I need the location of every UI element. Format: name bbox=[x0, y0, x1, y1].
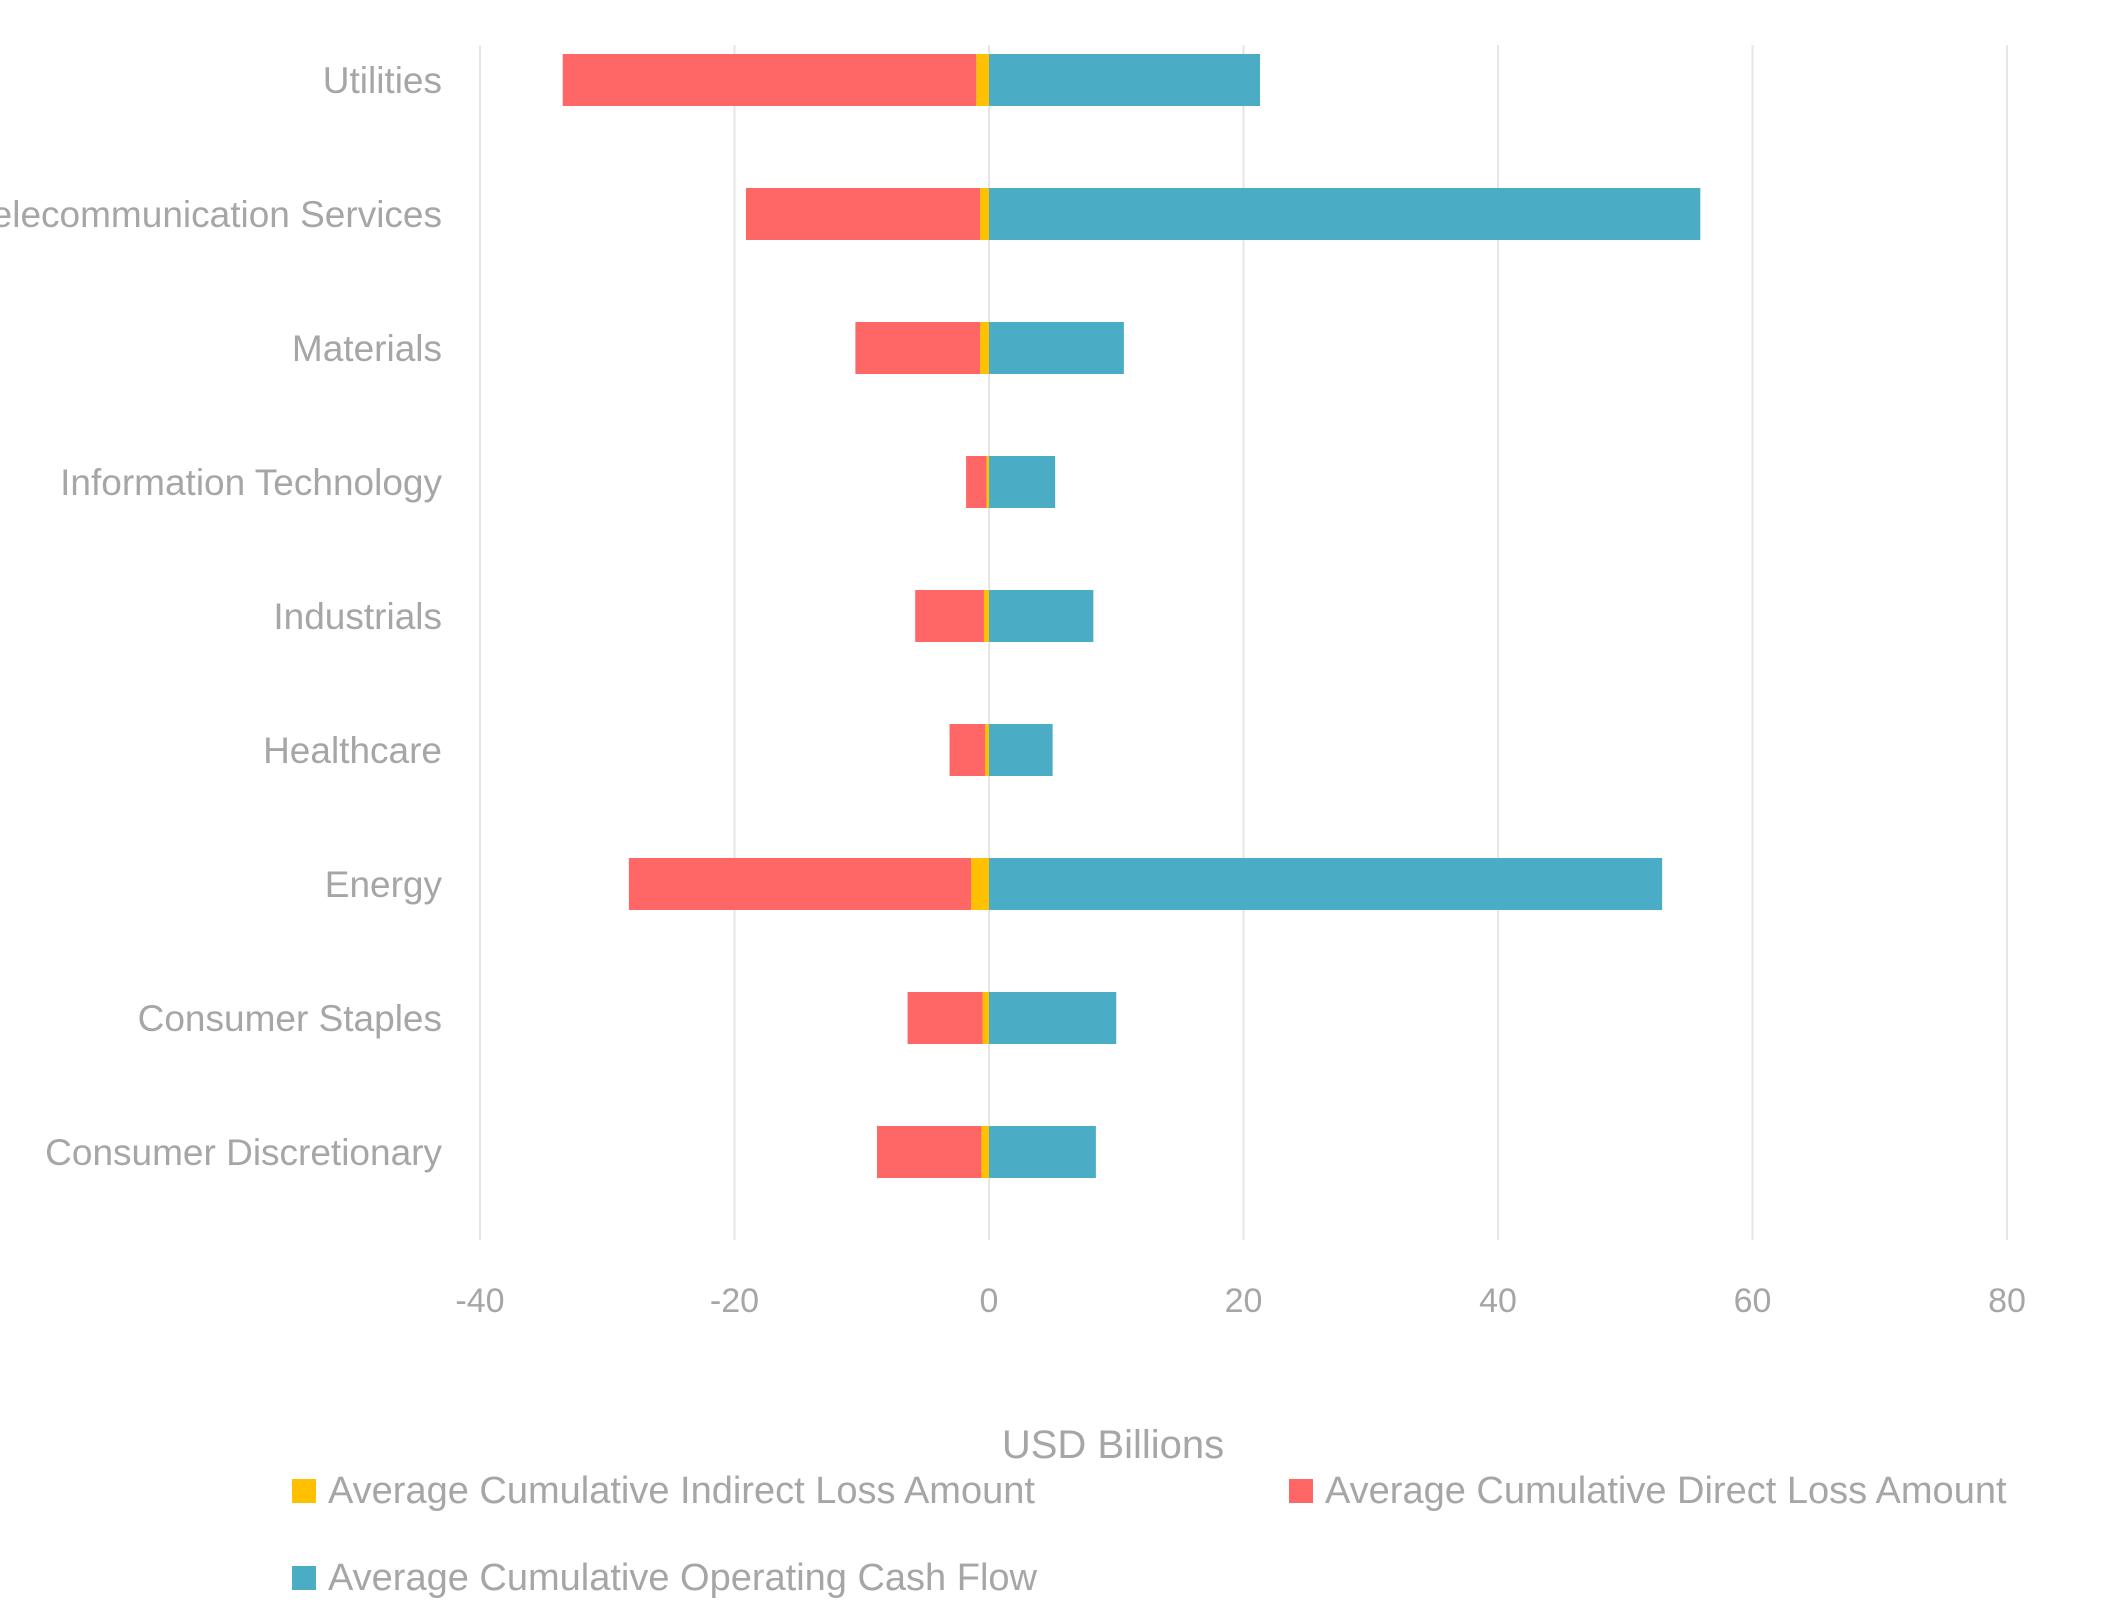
legend-label: Average Cumulative Indirect Loss Amount bbox=[328, 1470, 1035, 1512]
category-label: Healthcare bbox=[263, 730, 442, 771]
gridlines bbox=[479, 45, 2008, 1240]
category-label: Consumer Discretionary bbox=[45, 1132, 442, 1173]
x-tick-label: 0 bbox=[980, 1282, 999, 1320]
category-label: Telecommunication Services bbox=[0, 194, 442, 235]
x-tick-label: 80 bbox=[1988, 1282, 2026, 1320]
bar-segment bbox=[989, 188, 1701, 240]
category-label: Materials bbox=[292, 328, 442, 369]
x-tick-labels: -40 -20 0 20 40 60 80 bbox=[455, 1282, 2025, 1320]
category-label: Information Technology bbox=[60, 462, 442, 503]
bar-segment bbox=[628, 858, 972, 910]
bar-segment bbox=[989, 456, 1056, 508]
category-labels: Utilities Telecommunication Services Mater… bbox=[0, 60, 442, 1173]
bars bbox=[562, 54, 1701, 1178]
category-label: Consumer Staples bbox=[138, 998, 442, 1039]
bar-segment bbox=[989, 992, 1117, 1044]
bar-segment bbox=[949, 724, 986, 776]
bar-segment bbox=[989, 322, 1124, 374]
bar-segment bbox=[989, 590, 1094, 642]
bar-segment bbox=[982, 992, 989, 1044]
x-tick-label: 20 bbox=[1225, 1282, 1263, 1320]
x-tick-label: -40 bbox=[455, 1282, 504, 1320]
legend: Average Cumulative Indirect Loss Amount A… bbox=[292, 1470, 2007, 1599]
bar-segment bbox=[915, 590, 984, 642]
legend-label: Average Cumulative Direct Loss Amount bbox=[1325, 1470, 2007, 1512]
legend-swatch bbox=[292, 1479, 316, 1503]
legend-swatch bbox=[292, 1566, 316, 1590]
category-label: Utilities bbox=[323, 60, 442, 101]
category-label: Industrials bbox=[273, 596, 442, 637]
bar-segment bbox=[989, 1126, 1096, 1178]
bar-segment bbox=[983, 590, 989, 642]
bar-segment bbox=[971, 858, 989, 910]
bar-segment bbox=[966, 456, 987, 508]
bar-segment bbox=[877, 1126, 982, 1178]
bar-segment bbox=[981, 1126, 989, 1178]
legend-label: Average Cumulative Operating Cash Flow bbox=[328, 1557, 1038, 1599]
bar-segment bbox=[907, 992, 983, 1044]
bar-segment bbox=[562, 54, 977, 106]
bar-segment bbox=[745, 188, 981, 240]
x-axis-title: USD Billions bbox=[1002, 1423, 1224, 1467]
legend-swatch bbox=[1289, 1479, 1313, 1503]
x-tick-label: 40 bbox=[1479, 1282, 1517, 1320]
bar-segment bbox=[976, 54, 989, 106]
x-tick-label: 60 bbox=[1734, 1282, 1772, 1320]
bar-segment bbox=[980, 322, 989, 374]
bar-segment bbox=[989, 724, 1053, 776]
bar-segment bbox=[989, 54, 1261, 106]
bar-segment bbox=[855, 322, 981, 374]
bar-segment bbox=[989, 858, 1663, 910]
bar-segment bbox=[980, 188, 989, 240]
bar-segment bbox=[985, 724, 989, 776]
category-label: Energy bbox=[325, 864, 443, 905]
bar-segment bbox=[986, 456, 989, 508]
x-tick-label: -20 bbox=[710, 1282, 759, 1320]
